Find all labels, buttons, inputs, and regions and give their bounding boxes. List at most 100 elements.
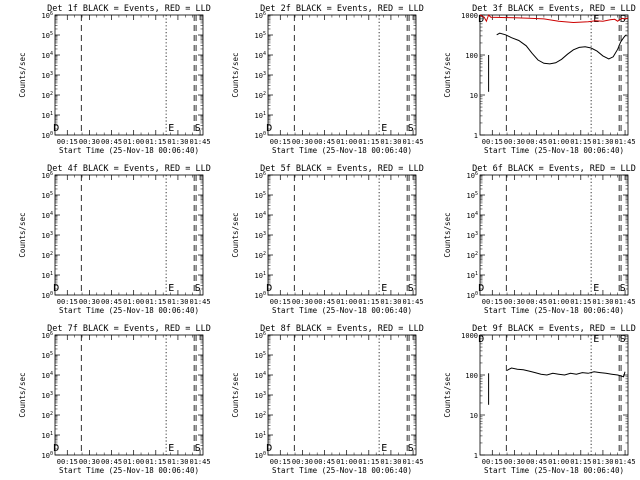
- y-tick-label: 100: [467, 291, 478, 300]
- x-tick-label: 00:45: [101, 458, 122, 466]
- panel-title: Det 1f BLACK = Events, RED = LLD: [47, 4, 211, 14]
- detector-panel: Det 2f BLACK = Events, RED = LLD 100 101 10…: [231, 4, 424, 155]
- y-axis-label: Counts/sec: [443, 372, 452, 417]
- event-marker-label: S: [195, 283, 201, 294]
- y-tick-label: 100: [255, 451, 266, 460]
- detector-panel: Det 4f BLACK = Events, RED = LLD 100 101 10…: [18, 164, 211, 315]
- x-tick-label: 00:30: [504, 298, 525, 306]
- y-tick-label: 105: [42, 351, 53, 360]
- y-tick-label: 101: [42, 431, 53, 440]
- x-tick-label: 00:45: [314, 138, 335, 146]
- panel-title: Det 2f BLACK = Events, RED = LLD: [260, 4, 424, 14]
- y-tick-label: 101: [255, 111, 266, 120]
- x-tick-label: 01:45: [190, 298, 211, 306]
- x-tick-label: 00:15: [57, 458, 78, 466]
- y-tick-label: 100: [42, 451, 53, 460]
- y-axis-label: Counts/sec: [18, 372, 27, 417]
- y-tick-label: 103: [255, 231, 266, 240]
- x-tick-label: 00:30: [79, 458, 100, 466]
- event-marker-label: S: [620, 283, 626, 294]
- event-marker-label: S: [195, 123, 201, 134]
- event-marker-label: D: [53, 443, 59, 454]
- event-marker-label: D: [266, 283, 272, 294]
- y-tick-label: 100: [255, 291, 266, 300]
- y-axis-label: Counts/sec: [18, 212, 27, 257]
- x-tick-label: 00:15: [482, 138, 503, 146]
- y-tick-label: 104: [42, 211, 53, 220]
- y-tick-label: 103: [42, 391, 53, 400]
- x-tick-label: 01:30: [592, 458, 613, 466]
- y-axis-label: Counts/sec: [231, 372, 240, 417]
- x-tick-label: 01:15: [358, 138, 379, 146]
- x-tick-label: 01:30: [380, 138, 401, 146]
- y-tick-label: 1000: [461, 12, 478, 20]
- y-tick-label: 102: [42, 251, 53, 260]
- y-tick-label: 102: [42, 91, 53, 100]
- detector-panel: Det 3f BLACK = Events, RED = LLD 1 10 100 10…: [443, 4, 636, 155]
- x-tick-label: 00:15: [270, 138, 291, 146]
- event-marker-label: E: [168, 283, 174, 294]
- event-marker-label: S: [620, 14, 626, 25]
- plot-frame: [479, 174, 629, 296]
- x-tick-label: 01:00: [123, 138, 144, 146]
- x-tick-label: 00:45: [526, 138, 547, 146]
- event-marker-label: S: [408, 443, 414, 454]
- panel-title: Det 4f BLACK = Events, RED = LLD: [47, 164, 211, 174]
- x-tick-label: 01:30: [380, 458, 401, 466]
- y-tick-label: 100: [465, 372, 478, 380]
- event-marker-label: E: [593, 283, 599, 294]
- y-axis-label: Counts/sec: [18, 52, 27, 97]
- plot-frame: [54, 14, 204, 136]
- x-tick-label: 01:45: [403, 298, 424, 306]
- x-tick-label: 00:15: [57, 298, 78, 306]
- x-tick-label: 00:15: [482, 458, 503, 466]
- y-tick-label: 104: [467, 211, 478, 220]
- y-axis-label: Counts/sec: [231, 212, 240, 257]
- panel-title: Det 5f BLACK = Events, RED = LLD: [260, 164, 424, 174]
- x-tick-label: 01:00: [123, 458, 144, 466]
- y-tick-label: 105: [42, 191, 53, 200]
- x-tick-label: 01:15: [358, 458, 379, 466]
- x-tick-label: 01:15: [145, 458, 166, 466]
- panel-title: Det 3f BLACK = Events, RED = LLD: [472, 4, 636, 14]
- y-axis-label: Counts/sec: [443, 52, 452, 97]
- y-tick-label: 1: [474, 132, 478, 140]
- x-tick-label: 00:30: [504, 458, 525, 466]
- event-marker-label: S: [408, 123, 414, 134]
- x-axis-label: Start Time (25-Nov-18 00:06:40): [59, 466, 199, 475]
- x-tick-label: 01:45: [403, 138, 424, 146]
- x-tick-label: 00:30: [292, 458, 313, 466]
- events-series-line: [496, 32, 627, 65]
- y-tick-label: 106: [255, 331, 266, 340]
- y-tick-label: 1: [474, 452, 478, 460]
- y-tick-label: 105: [255, 191, 266, 200]
- y-tick-label: 104: [42, 51, 53, 60]
- y-tick-label: 100: [255, 131, 266, 140]
- y-tick-label: 102: [255, 91, 266, 100]
- x-axis-label: Start Time (25-Nov-18 00:06:40): [484, 146, 624, 155]
- y-tick-label: 100: [465, 52, 478, 60]
- y-tick-label: 103: [42, 71, 53, 80]
- y-tick-label: 102: [467, 251, 478, 260]
- x-tick-label: 01:30: [167, 298, 188, 306]
- events-series-line: [506, 367, 626, 378]
- x-tick-label: 01:45: [190, 458, 211, 466]
- y-tick-label: 101: [255, 431, 266, 440]
- y-tick-label: 103: [467, 231, 478, 240]
- x-tick-label: 01:45: [615, 458, 636, 466]
- lld-series-line: [479, 14, 629, 24]
- x-tick-label: 01:15: [570, 138, 591, 146]
- detector-panel: Det 1f BLACK = Events, RED = LLD 100 101 10…: [18, 4, 211, 155]
- x-tick-label: 00:30: [292, 298, 313, 306]
- y-tick-label: 106: [467, 171, 478, 180]
- event-marker-label: D: [266, 123, 272, 134]
- plot-frame: [267, 174, 417, 296]
- y-tick-label: 101: [42, 271, 53, 280]
- x-tick-label: 01:15: [145, 138, 166, 146]
- y-tick-label: 10: [470, 92, 478, 100]
- event-marker-label: S: [408, 283, 414, 294]
- y-tick-label: 106: [42, 171, 53, 180]
- y-tick-label: 105: [255, 31, 266, 40]
- x-axis-label: Start Time (25-Nov-18 00:06:40): [59, 306, 199, 315]
